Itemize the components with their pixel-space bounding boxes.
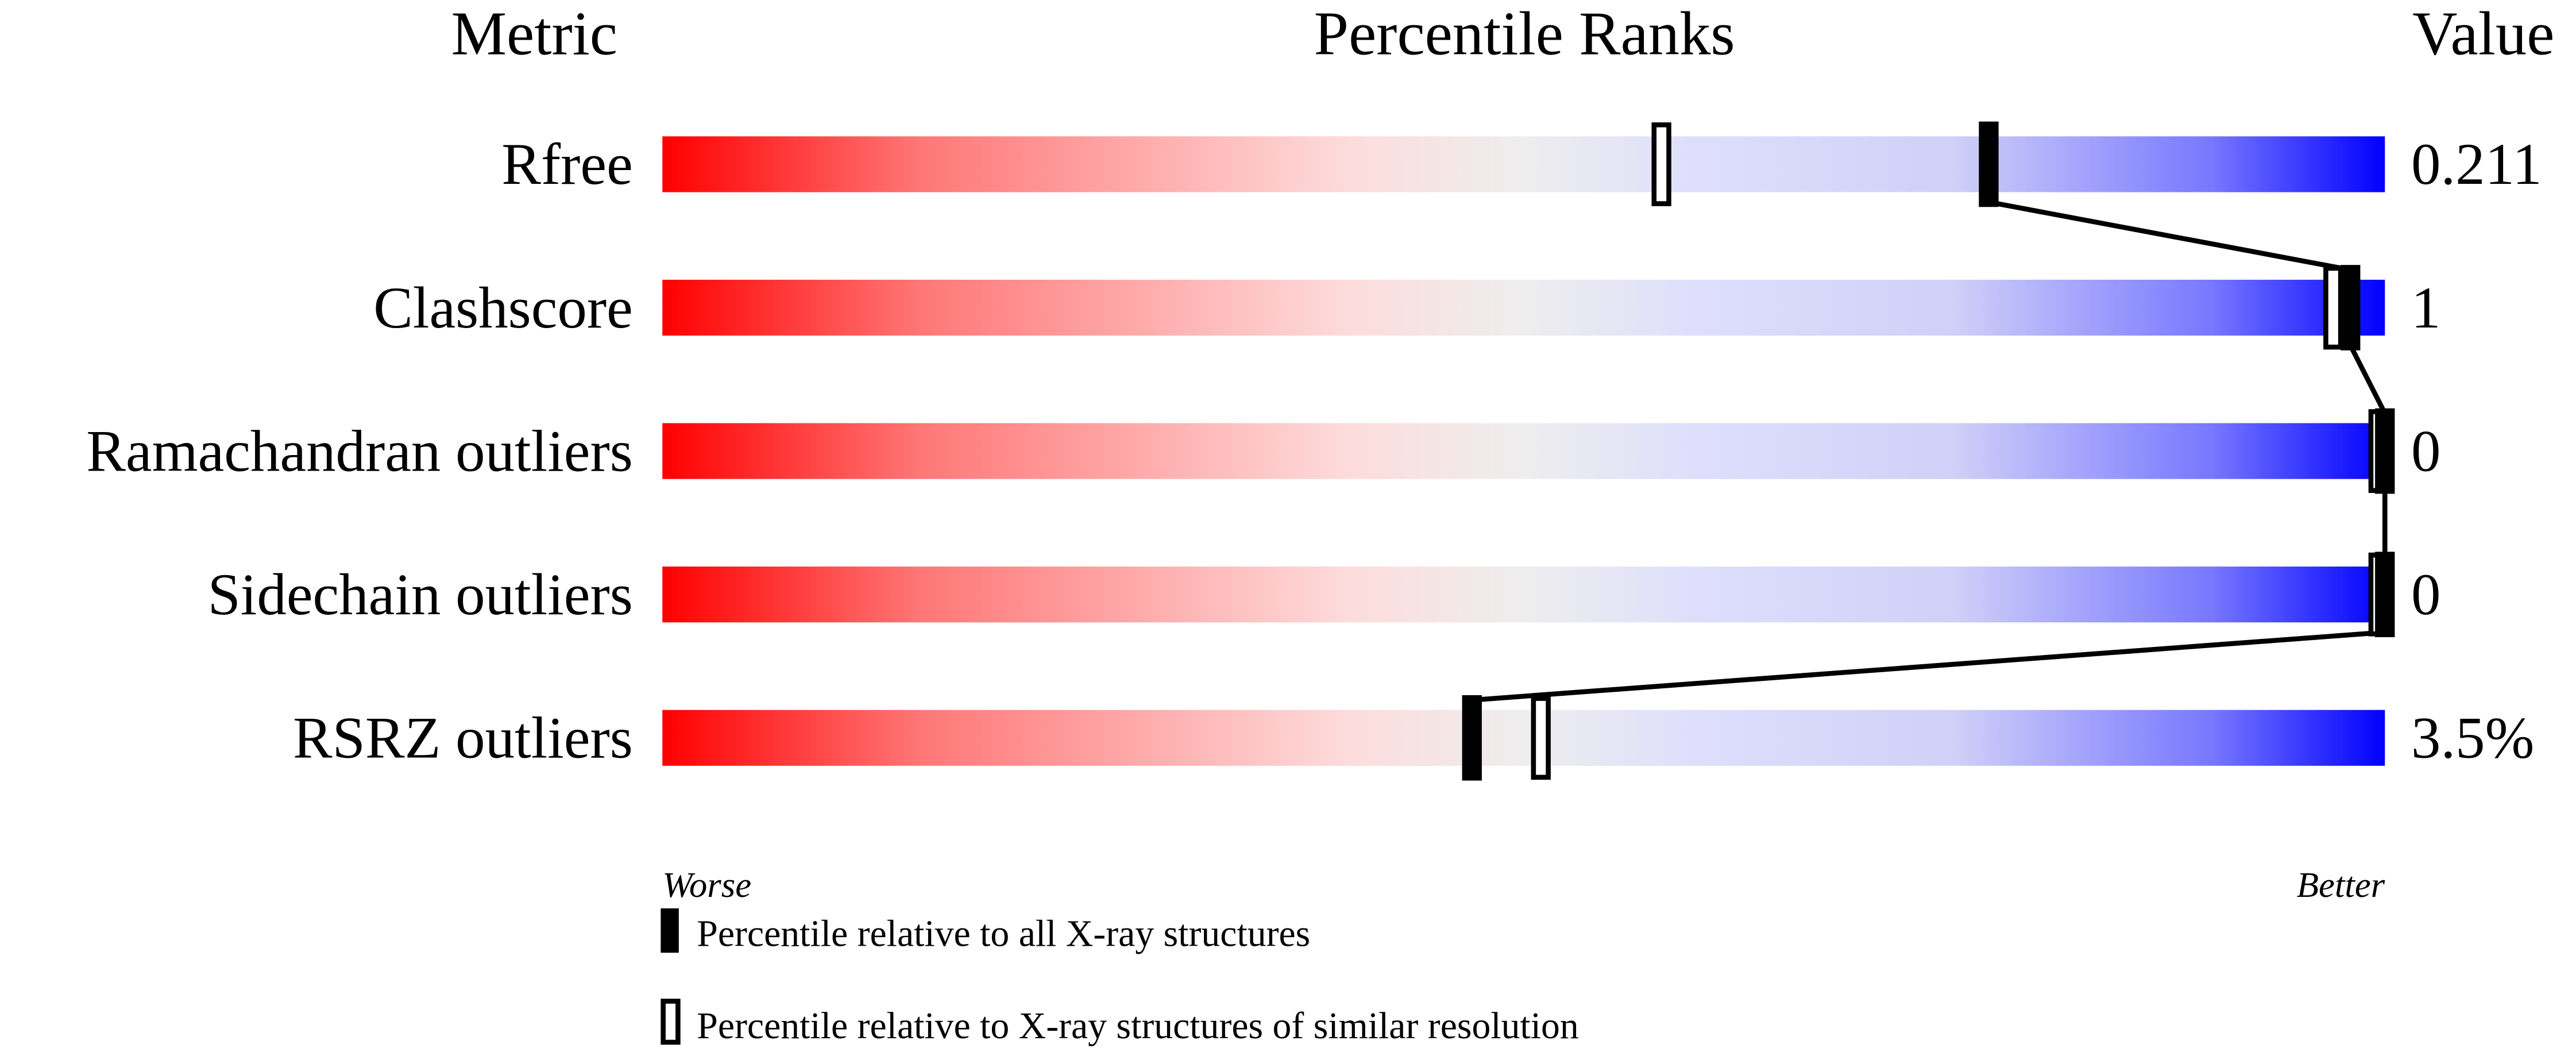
percentile-bar	[662, 136, 2385, 192]
metric-label: RSRZ outliers	[293, 706, 633, 771]
connector-line	[1472, 630, 2385, 703]
metric-row: Sidechain outliers 0	[208, 562, 2441, 627]
header-metric: Metric	[451, 0, 617, 68]
metric-label: Ramachandran outliers	[86, 418, 633, 484]
legend-open-marker-icon	[661, 999, 681, 1045]
marker-all-structures	[2375, 552, 2395, 637]
axis-label-better: Better	[2297, 865, 2385, 905]
legend-filled-marker-icon	[661, 908, 679, 953]
marker-similar-resolution	[1651, 122, 1671, 206]
percentile-bar	[662, 567, 2385, 623]
legend-filled-label: Percentile relative to all X-ray structu…	[697, 913, 1310, 955]
header-percentile: Percentile Ranks	[1314, 0, 1735, 68]
marker-all-structures	[1979, 121, 1999, 207]
percentile-bar	[662, 710, 2385, 766]
percentile-bar	[662, 423, 2385, 479]
metric-value: 0	[2411, 562, 2440, 627]
metric-label: Rfree	[501, 132, 633, 197]
axis-label-worse: Worse	[662, 865, 751, 905]
metric-row: Ramachandran outliers 0	[86, 418, 2440, 484]
metric-label: Sidechain outliers	[208, 562, 633, 627]
marker-similar-resolution	[2323, 265, 2343, 350]
marker-all-structures	[2341, 265, 2361, 350]
metric-value: 3.5%	[2411, 706, 2534, 771]
metric-row: Clashscore 1	[373, 275, 2440, 341]
metric-row: RSRZ outliers 3.5%	[293, 706, 2534, 771]
metric-value: 1	[2411, 275, 2440, 341]
metric-value: 0	[2411, 418, 2440, 484]
marker-similar-resolution	[1531, 696, 1551, 780]
legend-open-label: Percentile relative to X-ray structures …	[697, 1005, 1578, 1047]
header-value: Value	[2412, 0, 2554, 68]
metric-row: Rfree 0.211	[501, 132, 2542, 197]
percentile-bar	[662, 279, 2385, 336]
marker-all-structures	[2375, 408, 2395, 494]
connector-line	[1988, 199, 2351, 272]
connector-line	[2348, 344, 2388, 415]
marker-all-structures	[1462, 695, 1482, 781]
metric-value: 0.211	[2411, 132, 2542, 197]
metric-label: Clashscore	[373, 275, 633, 341]
